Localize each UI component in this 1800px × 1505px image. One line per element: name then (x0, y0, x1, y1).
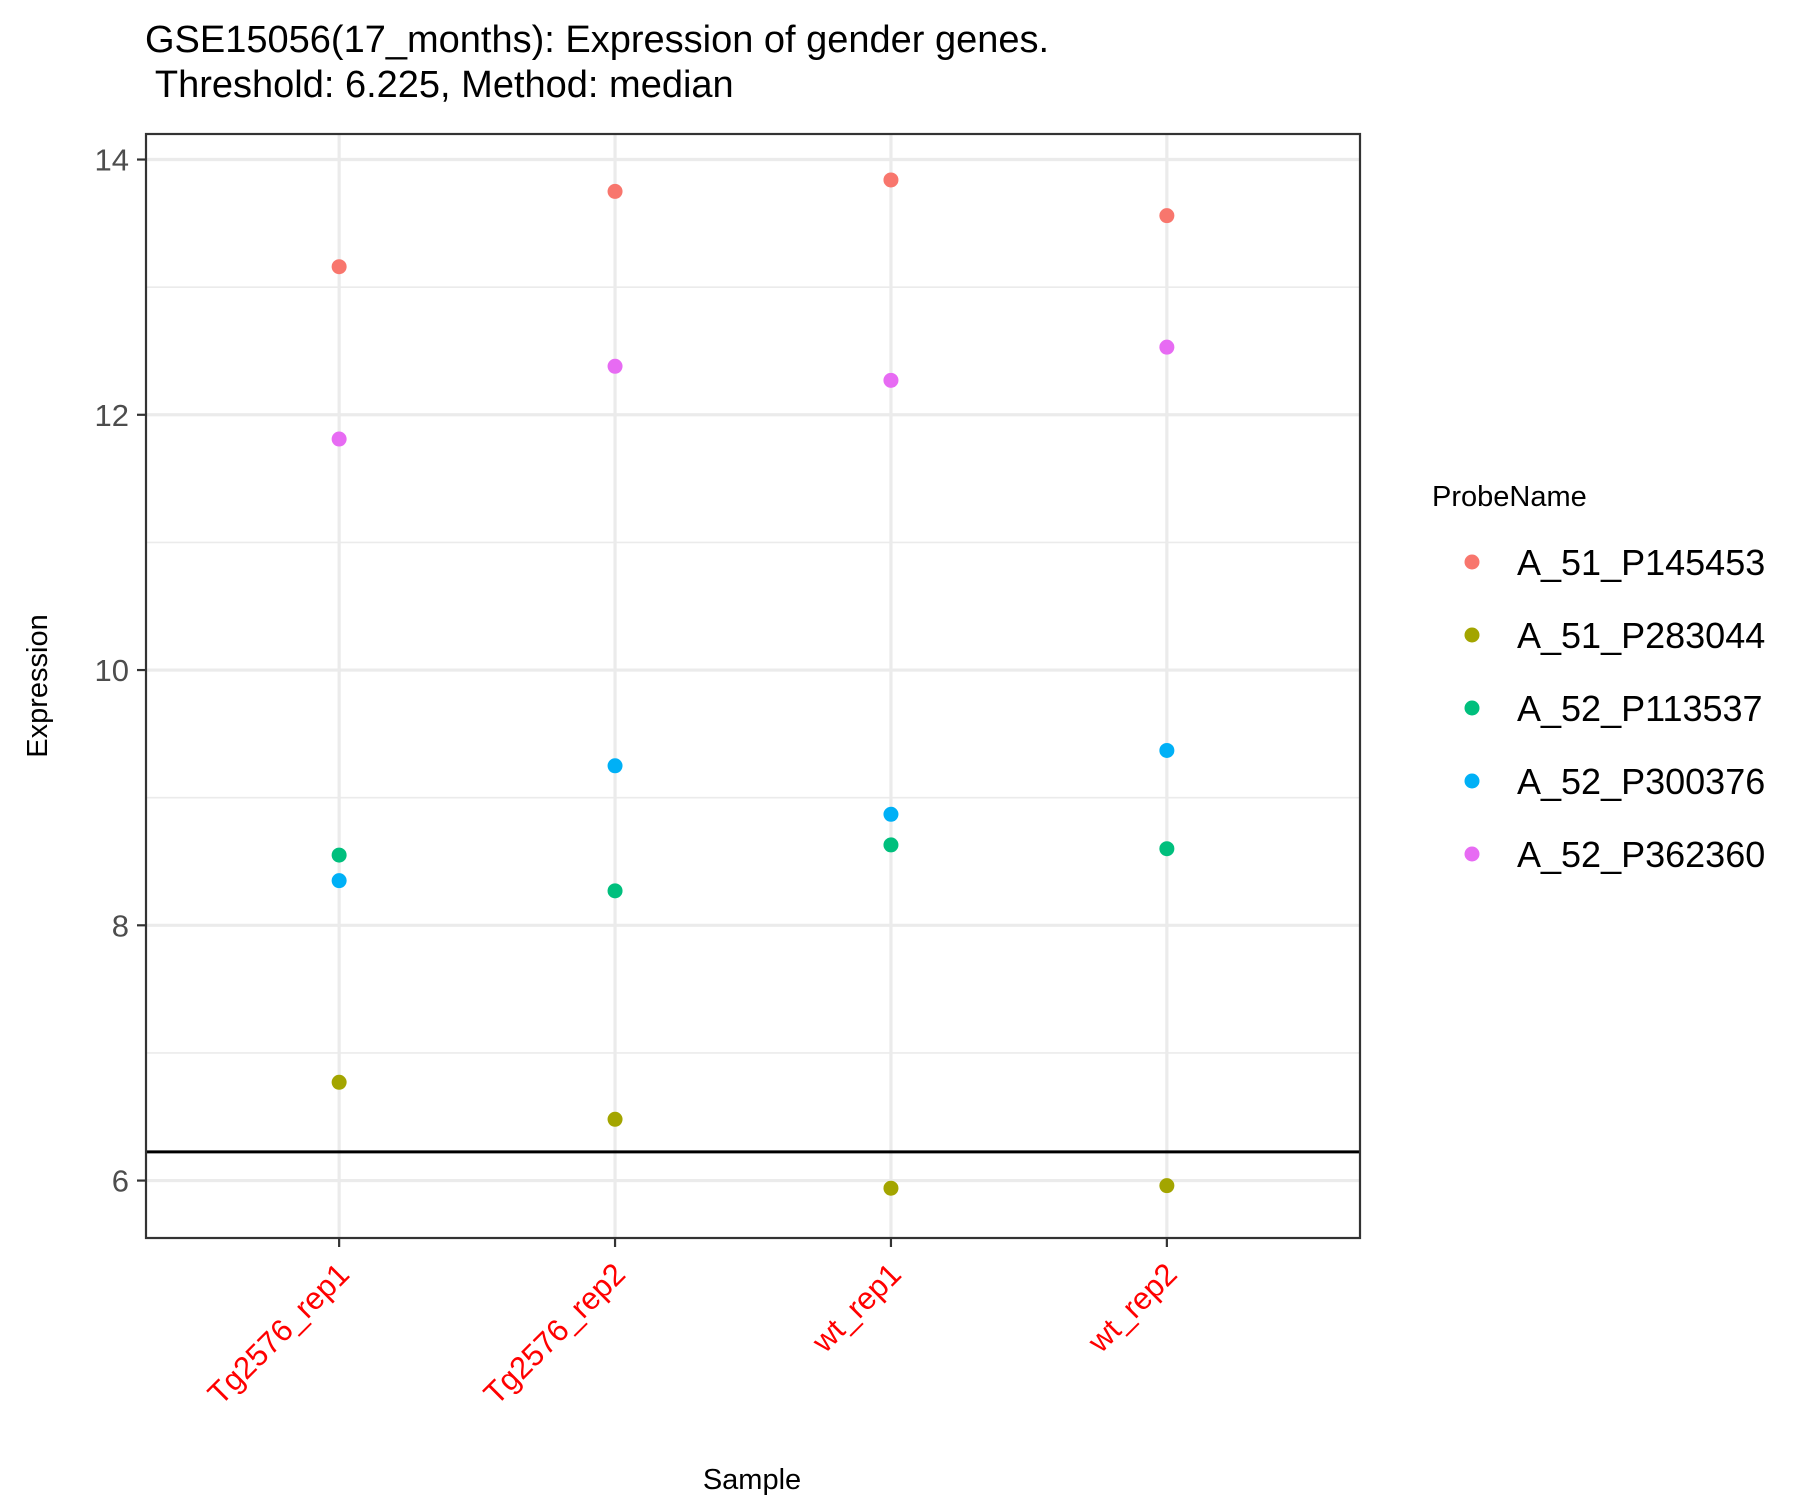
y-tick-label: 14 (95, 143, 129, 178)
data-point (607, 358, 623, 374)
data-point (1159, 208, 1175, 224)
data-point (883, 806, 899, 822)
y-axis-title: Expression (22, 614, 54, 757)
legend-key (1464, 846, 1480, 862)
y-tick-label: 8 (112, 908, 129, 943)
data-point (1159, 841, 1175, 857)
data-point (607, 1111, 623, 1127)
legend-key (1464, 700, 1480, 716)
legend-key (1464, 627, 1480, 643)
chart-title: GSE15056(17_months): Expression of gende… (145, 19, 1049, 61)
y-tick-label: 12 (95, 398, 129, 433)
x-axis-title: Sample (703, 1464, 801, 1496)
chart-subtitle: Threshold: 6.225, Method: median (145, 64, 734, 106)
data-point (883, 372, 899, 388)
x-tick-label: wt_rep2 (1080, 1256, 1183, 1359)
x-tick-label: Tg2576_rep2 (477, 1256, 632, 1411)
legend-label: A_51_P283044 (1517, 615, 1765, 656)
data-point (607, 183, 623, 199)
legend-key (1464, 773, 1480, 789)
data-point (331, 431, 347, 447)
data-point (331, 1074, 347, 1090)
legend-label: A_52_P362360 (1517, 834, 1765, 875)
legend-title: ProbeName (1432, 481, 1587, 513)
plot-border (144, 132, 1362, 1240)
legend-key (1464, 554, 1480, 570)
plot-background (146, 134, 1360, 1238)
legend-label: A_51_P145453 (1517, 542, 1765, 583)
y-tick-label: 6 (112, 1164, 129, 1199)
data-point (883, 1180, 899, 1196)
data-point (883, 172, 899, 188)
data-point (607, 758, 623, 774)
data-point (1159, 339, 1175, 355)
legend-label: A_52_P113537 (1517, 688, 1763, 729)
data-point (1159, 1178, 1175, 1194)
data-point (1159, 742, 1175, 758)
legend: ProbeName A_51_P145453 A_51_P283044 A_52_P… (1432, 481, 1765, 875)
data-point (883, 837, 899, 853)
data-point (607, 883, 623, 899)
x-tick-label: Tg2576_rep1 (201, 1256, 356, 1411)
y-tick-label: 10 (95, 653, 129, 688)
data-point (331, 259, 347, 275)
data-point (331, 873, 347, 889)
plot-panel: 6 8 10 12 14 Tg2576_rep1 Tg2576_rep2 wt_rep1 wt_… (95, 132, 1362, 1411)
x-tick-label: wt_rep1 (804, 1256, 907, 1359)
legend-label: A_52_P300376 (1517, 761, 1765, 802)
data-point (331, 847, 347, 863)
